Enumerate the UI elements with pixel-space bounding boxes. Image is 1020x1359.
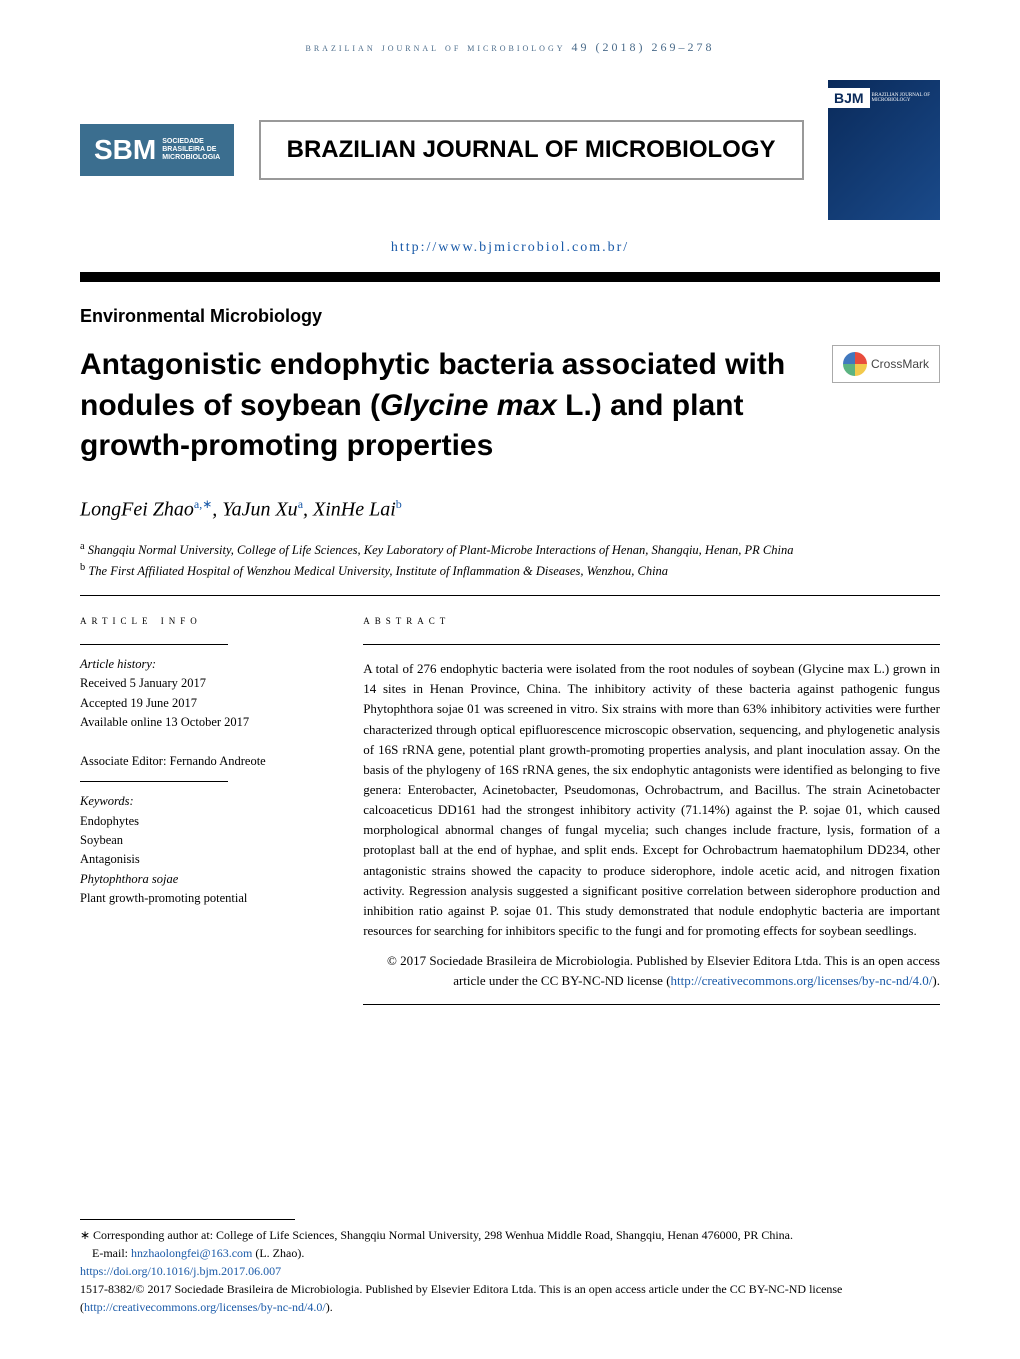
cover-logo: BJM xyxy=(828,88,870,108)
divider xyxy=(80,595,940,596)
publisher-logo: SBM SOCIEDADEBRASILEIRA DEMICROBIOLOGIA xyxy=(80,124,234,176)
keyword: Phytophthora sojae xyxy=(80,870,327,889)
abstract-text: A total of 276 endophytic bacteria were … xyxy=(363,659,940,941)
doi-link[interactable]: https://doi.org/10.1016/j.bjm.2017.06.00… xyxy=(80,1264,281,1278)
authors: LongFei Zhaoa,∗, YaJun Xua, XinHe Laib xyxy=(80,497,940,522)
crossmark-icon xyxy=(843,352,867,376)
sbm-text: SBM xyxy=(94,134,156,166)
short-divider-2 xyxy=(80,781,228,782)
cover-subtitle: BRAZILIAN JOURNAL OF MICROBIOLOGY xyxy=(872,93,940,103)
journal-cover-thumbnail: BJM BRAZILIAN JOURNAL OF MICROBIOLOGY xyxy=(828,80,940,220)
license-link-2[interactable]: http://creativecommons.org/licenses/by-n… xyxy=(84,1300,326,1314)
section-label: Environmental Microbiology xyxy=(80,306,940,327)
crossmark-label: CrossMark xyxy=(871,357,929,371)
abstract-end-divider xyxy=(363,1004,940,1005)
keyword: Antagonisis xyxy=(80,850,327,869)
abstract-divider xyxy=(363,644,940,645)
keyword: Soybean xyxy=(80,831,327,850)
associate-editor: Associate Editor: Fernando Andreote xyxy=(80,752,327,771)
sbm-subtext: SOCIEDADEBRASILEIRA DEMICROBIOLOGIA xyxy=(162,138,220,161)
thick-divider xyxy=(80,272,940,282)
citation-header: brazilian journal of microbiology 49 (20… xyxy=(80,40,940,55)
short-divider xyxy=(80,644,228,645)
issn-copyright: 1517-8382/© 2017 Sociedade Brasileira de… xyxy=(80,1280,940,1316)
keywords-label: Keywords: xyxy=(80,792,327,811)
history-online: Available online 13 October 2017 xyxy=(80,713,327,732)
journal-title: BRAZILIAN JOURNAL OF MICROBIOLOGY xyxy=(259,120,804,180)
keyword: Endophytes xyxy=(80,812,327,831)
abstract-heading: abstract xyxy=(363,610,940,630)
header-row: SBM SOCIEDADEBRASILEIRA DEMICROBIOLOGIA … xyxy=(80,80,940,220)
history-label: Article history: xyxy=(80,655,327,674)
history-received: Received 5 January 2017 xyxy=(80,674,327,693)
footer: ∗ Corresponding author at: College of Li… xyxy=(80,1219,940,1316)
article-info: article info Article history: Received 5… xyxy=(80,610,327,1019)
corresponding-author: ∗ Corresponding author at: College of Li… xyxy=(80,1226,940,1244)
keyword: Plant growth-promoting potential xyxy=(80,889,327,908)
email-line: E-mail: hnzhaolongfei@163.com (L. Zhao). xyxy=(80,1244,940,1262)
info-abstract-row: article info Article history: Received 5… xyxy=(80,610,940,1019)
abstract-column: abstract A total of 276 endophytic bacte… xyxy=(363,610,940,1019)
crossmark-badge[interactable]: CrossMark xyxy=(832,345,940,383)
footer-divider xyxy=(80,1219,295,1220)
article-title: Antagonistic endophytic bacteria associa… xyxy=(80,345,812,467)
copyright: © 2017 Sociedade Brasileira de Microbiol… xyxy=(363,951,940,990)
history-accepted: Accepted 19 June 2017 xyxy=(80,694,327,713)
info-heading: article info xyxy=(80,610,327,630)
license-link[interactable]: http://creativecommons.org/licenses/by-n… xyxy=(671,973,933,988)
journal-url: http://www.bjmicrobiol.com.br/ xyxy=(80,240,940,256)
affiliations: a Shangqiu Normal University, College of… xyxy=(80,539,940,581)
journal-url-link[interactable]: http://www.bjmicrobiol.com.br/ xyxy=(391,240,629,255)
email-link[interactable]: hnzhaolongfei@163.com xyxy=(131,1246,252,1260)
